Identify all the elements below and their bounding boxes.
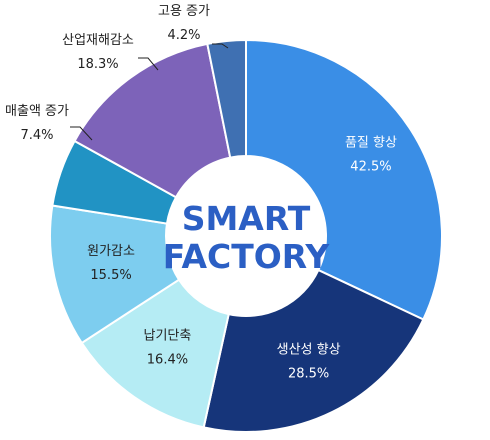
slice-name-label-3: 원가감소 xyxy=(87,244,135,259)
slice-name-label-0: 품질 향상 xyxy=(345,136,397,151)
slice-name-label-4: 매출액 증가 xyxy=(5,104,69,119)
leader-lines-group xyxy=(70,43,229,141)
center-label-line-2: FACTORY xyxy=(163,237,331,276)
leader-line-5 xyxy=(138,57,159,71)
slice-name-label-1: 생산성 향상 xyxy=(277,342,341,357)
leader-line-4 xyxy=(70,126,93,141)
slice-value-label-2: 16.4% xyxy=(147,352,188,367)
slice-value-label-1: 28.5% xyxy=(288,366,329,381)
center-hole xyxy=(166,156,326,316)
slice-value-label-6: 4.2% xyxy=(167,28,200,43)
slice-value-label-5: 18.3% xyxy=(77,57,118,72)
slice-value-label-0: 42.5% xyxy=(350,160,391,175)
slice-value-label-4: 7.4% xyxy=(20,128,53,143)
slice-name-label-2: 납기단축 xyxy=(144,328,192,343)
slices-group xyxy=(49,38,443,433)
slice-name-label-5: 산업재해감소 xyxy=(62,33,134,48)
center-label-line-1: SMART xyxy=(182,199,311,238)
leader-line-6 xyxy=(212,43,229,49)
slice-name-label-6: 고용 증가 xyxy=(158,4,210,19)
labels-group: 품질 향상 42.5% 생산성 향상 28.5% 납기단축 16.4% 원가감소 15.5% 매… xyxy=(5,4,397,381)
slice-value-label-3: 15.5% xyxy=(90,268,131,283)
